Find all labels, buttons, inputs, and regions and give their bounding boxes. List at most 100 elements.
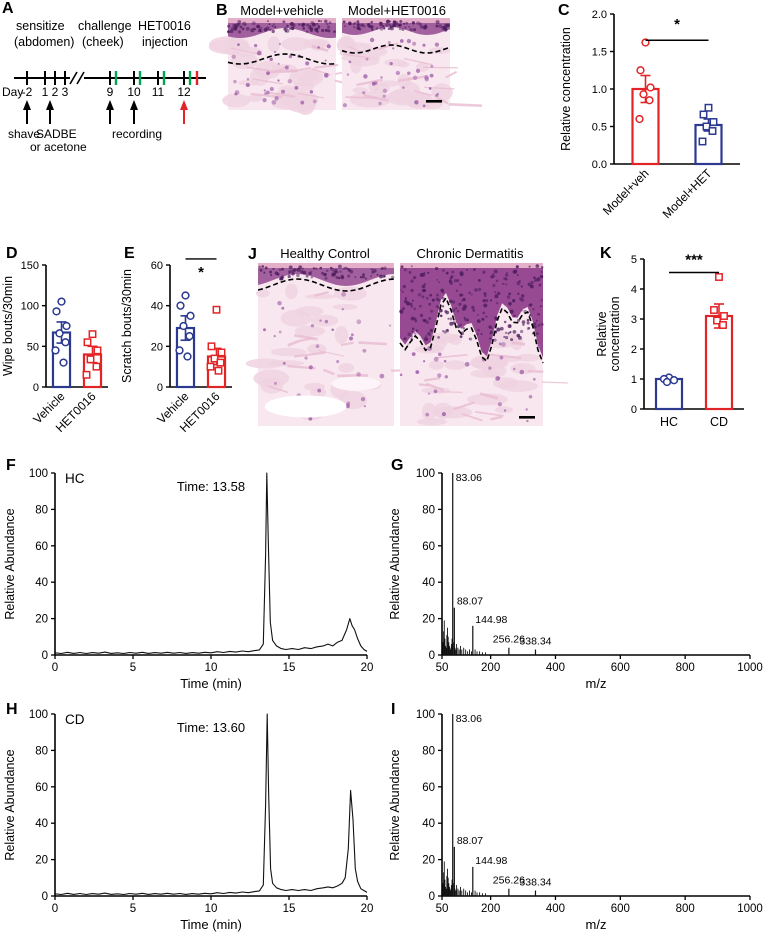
- svg-text:0: 0: [52, 662, 58, 674]
- svg-text:20: 20: [151, 341, 163, 353]
- panel-label-b: B: [216, 2, 228, 19]
- svg-text:60: 60: [35, 541, 48, 553]
- svg-text:*: *: [198, 264, 204, 281]
- svg-text:0: 0: [429, 891, 435, 903]
- panel-label-a: A: [2, 0, 14, 17]
- svg-text:Time (min): Time (min): [180, 676, 242, 691]
- svg-text:Wipe bouts/30min: Wipe bouts/30min: [1, 276, 15, 376]
- svg-text:80: 80: [35, 745, 48, 757]
- panel-b-title-vehicle: Model+vehicle: [240, 3, 324, 18]
- svg-text:0: 0: [631, 404, 637, 416]
- svg-text:20: 20: [422, 855, 435, 867]
- panel-c-bar-chart-relative-concentration: 0.0 0.5 1.0 1.5 2.0 Model+veh Model+HET * Relati…: [559, 9, 740, 221]
- svg-text:83.06: 83.06: [456, 713, 482, 725]
- svg-text:0: 0: [429, 650, 435, 662]
- svg-text:Time: 13.60: Time: 13.60: [177, 720, 245, 735]
- svg-text:40: 40: [35, 818, 48, 830]
- svg-text:1.0: 1.0: [592, 84, 607, 96]
- svg-text:Day: Day: [2, 85, 23, 99]
- svg-text:0: 0: [42, 891, 48, 903]
- svg-text:SADBE: SADBE: [36, 127, 77, 141]
- svg-text:800: 800: [676, 903, 695, 915]
- svg-text:50: 50: [436, 662, 449, 674]
- svg-text:m/z: m/z: [586, 676, 607, 691]
- svg-text:12: 12: [177, 85, 191, 99]
- svg-text:400: 400: [546, 903, 565, 915]
- svg-text:Time: 13.58: Time: 13.58: [177, 479, 245, 494]
- svg-text:Relative Abundance: Relative Abundance: [3, 749, 17, 860]
- svg-text:sensitize: sensitize: [16, 19, 65, 33]
- svg-text:5: 5: [130, 662, 136, 674]
- svg-text:3: 3: [631, 314, 637, 326]
- svg-text:40: 40: [422, 577, 435, 589]
- svg-text:20: 20: [35, 614, 48, 626]
- svg-text:challenge: challenge: [78, 19, 132, 33]
- svg-text:5: 5: [130, 903, 136, 915]
- svg-text:HET0016: HET0016: [138, 19, 191, 33]
- svg-text:*: *: [674, 16, 680, 33]
- svg-text:10: 10: [205, 903, 218, 915]
- svg-text:0.0: 0.0: [592, 159, 607, 171]
- svg-text:or acetone: or acetone: [30, 140, 87, 154]
- svg-text:CD: CD: [710, 415, 728, 429]
- svg-text:338.34: 338.34: [519, 877, 551, 889]
- panel-h-chromatogram-cd: 0 20 40 60 80 100 0 5 10 15 20 Time (min) Relative A…: [3, 709, 373, 932]
- svg-text:100: 100: [416, 468, 435, 480]
- panel-label-h: H: [6, 701, 18, 718]
- svg-text:88.07: 88.07: [457, 835, 483, 847]
- svg-text:150: 150: [21, 260, 39, 272]
- panel-f-chromatogram-hc: 0 20 40 60 80 100 0 5 10 15 20 Time (min) Relative A…: [3, 468, 374, 691]
- svg-text:Model+veh: Model+veh: [600, 166, 652, 218]
- svg-text:concentration: concentration: [608, 296, 622, 371]
- svg-text:20: 20: [361, 662, 374, 674]
- svg-text:-2: -2: [22, 85, 33, 99]
- svg-text:100: 100: [29, 468, 48, 480]
- svg-text:60: 60: [35, 782, 48, 794]
- svg-text:4: 4: [631, 284, 637, 296]
- svg-text:0.5: 0.5: [592, 122, 607, 134]
- svg-text:40: 40: [35, 577, 48, 589]
- svg-text:80: 80: [35, 504, 48, 516]
- svg-text:80: 80: [422, 504, 435, 516]
- svg-text:0: 0: [42, 650, 48, 662]
- panel-label-k: K: [600, 245, 612, 262]
- svg-text:0: 0: [33, 382, 39, 394]
- svg-text:(cheek): (cheek): [82, 35, 124, 49]
- svg-text:338.34: 338.34: [519, 636, 551, 648]
- svg-text:Relative Abundance: Relative Abundance: [388, 508, 402, 619]
- svg-text:3: 3: [62, 85, 69, 99]
- svg-text:400: 400: [546, 662, 565, 674]
- histology-image-healthy-control: [245, 263, 424, 426]
- svg-text:HC: HC: [660, 415, 678, 429]
- panel-label-j: J: [248, 246, 257, 263]
- svg-text:144.98: 144.98: [475, 614, 507, 626]
- svg-text:Relative Abundance: Relative Abundance: [3, 508, 17, 619]
- panel-label-g: G: [391, 457, 404, 474]
- svg-text:0: 0: [157, 382, 163, 394]
- panel-label-i: I: [391, 701, 396, 718]
- svg-text:9: 9: [107, 85, 114, 99]
- svg-text:injection: injection: [142, 35, 188, 49]
- svg-text:2: 2: [631, 344, 637, 356]
- panel-i-mass-spectrum-cd: 0 20 40 60 80 100 50 200 400 600 800 1000 m/z Relativ…: [388, 709, 763, 932]
- svg-text:shave: shave: [8, 127, 40, 141]
- svg-text:200: 200: [481, 662, 500, 674]
- svg-text:80: 80: [422, 745, 435, 757]
- svg-text:(abdomen): (abdomen): [14, 35, 74, 49]
- svg-text:***: ***: [685, 251, 703, 268]
- svg-text:40: 40: [422, 818, 435, 830]
- svg-text:100: 100: [416, 709, 435, 721]
- svg-text:50: 50: [27, 341, 39, 353]
- svg-text:60: 60: [422, 541, 435, 553]
- svg-text:Scratch bouts/30min: Scratch bouts/30min: [120, 269, 134, 383]
- svg-text:5: 5: [631, 254, 637, 266]
- svg-text:800: 800: [676, 662, 695, 674]
- svg-text:600: 600: [611, 903, 630, 915]
- svg-text:10: 10: [205, 662, 218, 674]
- svg-text:88.07: 88.07: [457, 596, 483, 608]
- histology-image-model-vehicle: [208, 18, 364, 116]
- svg-text:2.0: 2.0: [592, 9, 607, 21]
- svg-text:20: 20: [422, 614, 435, 626]
- panel-label-f: F: [6, 457, 16, 474]
